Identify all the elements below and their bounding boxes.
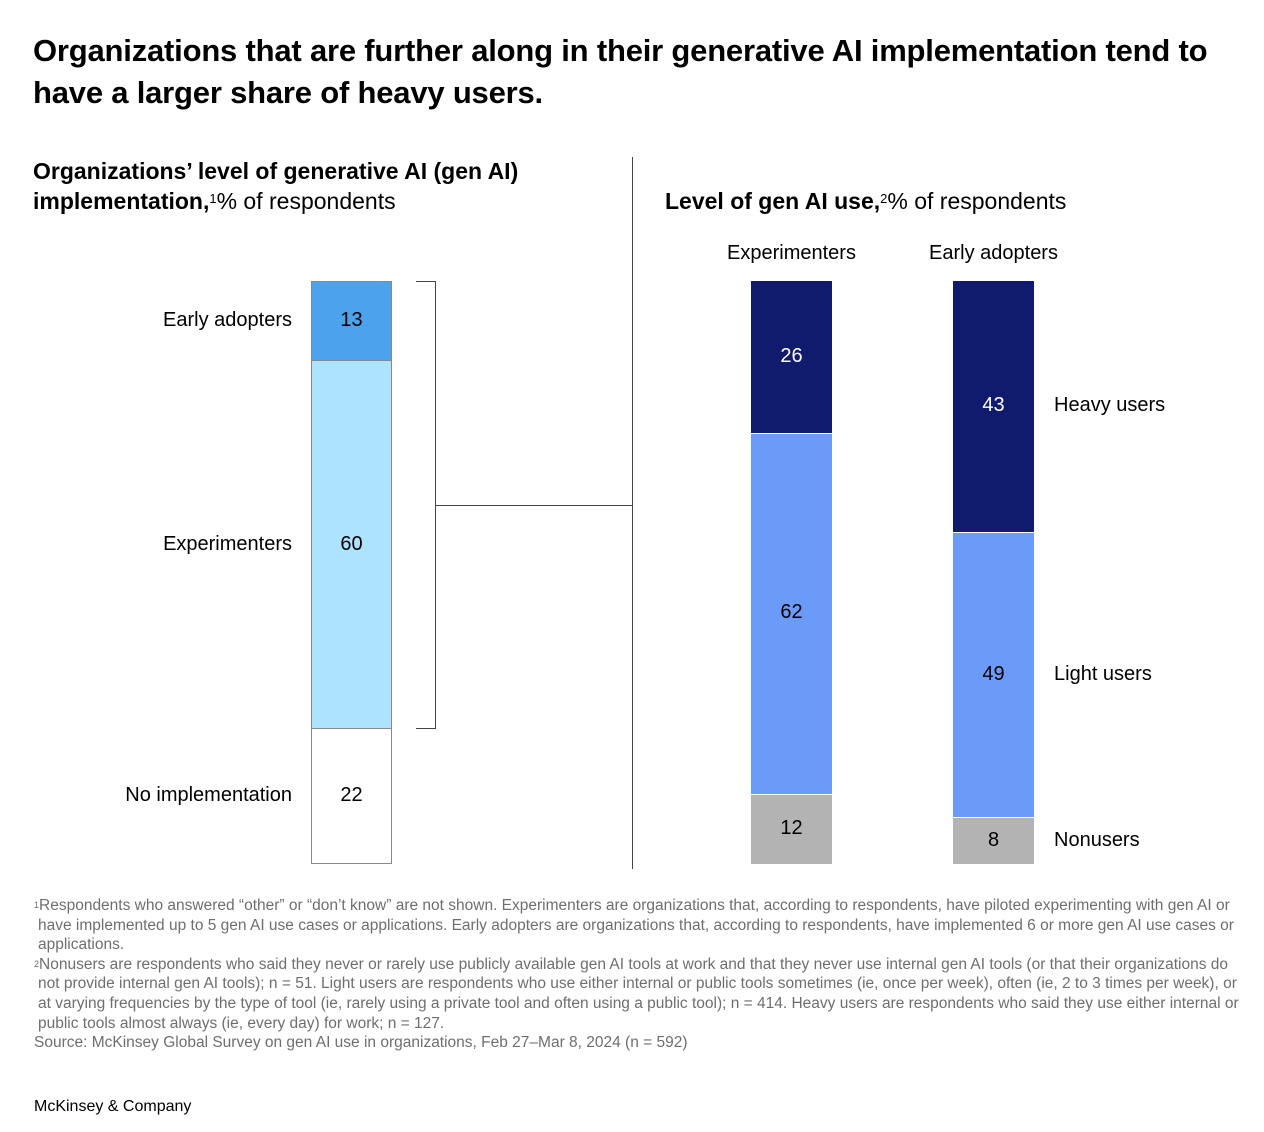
footnote-2-text: Nonusers are respondents who said they n… [38,955,1239,1032]
right-heading-bold: Level of gen AI use, [665,188,881,214]
right-footnote-ref: 2 [880,191,888,206]
brand-logo-text: McKinsey & Company [34,1098,192,1115]
bar-early-adopters-light-users [953,531,1034,818]
value-label-early-adopters-light-users: 49 [982,662,1005,685]
footnote-2-mark: 2 [34,958,40,969]
value-label-experimenters-nonusers: 12 [780,817,803,840]
value-label-no-implementation: 22 [340,784,363,807]
value-label-early-adopters-heavy-users: 43 [982,394,1005,417]
right-panel-heading: Level of gen AI use,2% of respondents [665,186,1066,216]
legend-label-heavy-users: Heavy users [1054,394,1166,417]
bar-early-adopters-nonusers [953,817,1034,864]
value-label-experimenters-light-users: 62 [780,601,803,624]
bar-early-adopters [311,281,392,361]
category-label-experimenters: Experimenters [163,532,292,555]
footnotes: 1Respondents who answered “other” or “do… [34,896,1244,1053]
left-heading-line-1: Organizations’ level of generative AI (g… [33,158,519,184]
footnote-1-mark: 1 [34,900,40,910]
chart-title: Organizations that are further along in … [33,33,1208,110]
panel-divider [632,157,633,869]
left-footnote-ref: 1 [209,191,217,206]
footnote-2: 2Nonusers are respondents who said they … [34,955,1244,1033]
left-heading-unit: % of respondents [216,188,396,214]
bar-experimenters-light-users [751,432,832,795]
column-label-experimenters: Experimenters [727,242,856,264]
value-label-experimenters: 60 [340,532,363,555]
category-label-no-implementation: No implementation [125,784,292,807]
implementers-bracket [416,281,436,729]
left-heading-line-2: implementation, [33,188,210,214]
right-heading-unit: % of respondents [887,188,1067,214]
source-note: Source: McKinsey Global Survey on gen AI… [34,1034,688,1052]
category-label-early-adopters: Early adopters [163,308,292,331]
value-label-experimenters-heavy-users: 26 [780,344,803,367]
value-label-early-adopters-nonusers: 8 [987,828,1000,851]
footnote-1-text: Respondents who answered “other” or “don… [38,897,1234,954]
value-label-early-adopters: 13 [340,308,363,331]
bar-experimenters-heavy-users [751,281,832,433]
bar-no-implementation [311,728,392,864]
legend-label-nonusers: Nonusers [1054,828,1140,851]
column-label-early-adopters: Early adopters [929,242,1058,264]
bar-experimenters-nonusers [751,794,832,864]
bar-experimenters [311,360,392,729]
bracket-connector [436,505,632,506]
legend-label-light-users: Light users [1054,662,1152,685]
left-panel-heading: Organizations’ level of generative AI (g… [33,156,518,216]
footnote-1: 1Respondents who answered “other” or “do… [34,896,1244,955]
bar-early-adopters-heavy-users [953,281,1034,532]
